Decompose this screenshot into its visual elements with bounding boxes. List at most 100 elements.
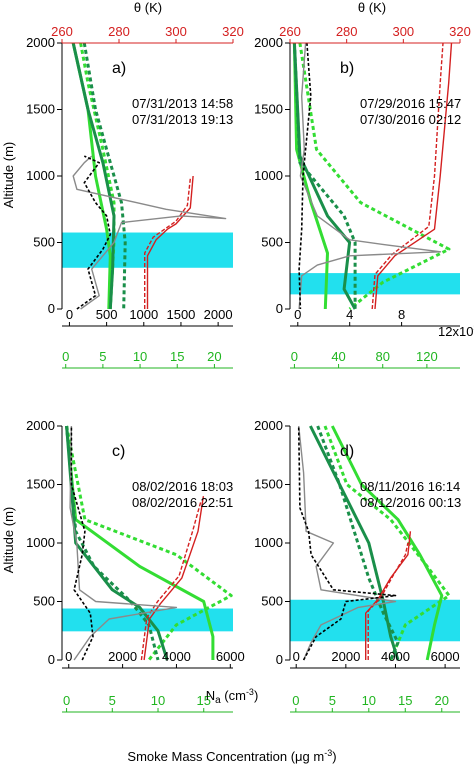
series-c-7-black-dashed	[70, 426, 94, 661]
altitude-tick-label-b-500: 500	[261, 235, 283, 250]
na-axis-title-sub: a	[215, 695, 221, 706]
smoke-tick-label-a-3: 15	[170, 349, 184, 364]
smoke-tick-label-d-2: 10	[362, 693, 376, 708]
smoke-tick-label-c-0: 0	[63, 693, 70, 708]
na-tick-label-c-2: 4000	[162, 649, 191, 664]
smoke-tick-label-b-2: 80	[375, 349, 389, 364]
smoke-axis-title-main: Smoke Mass Concentration (μg m	[127, 749, 324, 764]
altitude-tick-label-c-500: 500	[33, 594, 55, 609]
theta-tick-label-a-0: 260	[51, 24, 73, 39]
smoke-axis-title: Smoke Mass Concentration (μg m-3)	[127, 748, 336, 764]
altitude-tick-label-a-0: 0	[48, 301, 55, 316]
na-tick-label-a-2: 1000	[129, 307, 158, 322]
na-tick-label-a-1: 500	[96, 307, 118, 322]
theta-tick-label-a-3: 320	[222, 24, 244, 39]
altitude-tick-label-d-0: 0	[276, 652, 283, 667]
series-a-1-light-dotted	[79, 42, 116, 310]
series-c-6-gray-solid	[69, 425, 178, 661]
na-tick-label-c-1: 2000	[108, 649, 137, 664]
altitude-tick-label-a-1500: 1500	[26, 102, 55, 117]
altitude-tick-label-b-0: 0	[276, 301, 283, 316]
altitude-tick-label-a-2000: 2000	[26, 35, 55, 50]
na-tick-label-c-3: 6000	[216, 649, 245, 664]
smoke-tick-label-a-1: 5	[99, 349, 106, 364]
series-c-3-dark-dotted	[65, 425, 160, 661]
altitude-tick-label-a-1000: 1000	[26, 168, 55, 183]
series-d-4-red-solid	[365, 531, 412, 660]
altitude-tick-label-d-1000: 1000	[254, 535, 283, 550]
theta-tick-label-b-0: 260	[279, 24, 301, 39]
na-axis-title-unit: (cm	[221, 688, 246, 703]
altitude-tick-label-c-1000: 1000	[26, 535, 55, 550]
theta-tick-label-b-2: 300	[392, 24, 414, 39]
series-a-3-dark-dotted	[82, 42, 127, 310]
series-b-7-black-dashed	[298, 42, 312, 310]
series-d-5-red-dashed	[367, 542, 409, 660]
panel-b: 0 500 1000 1500 2000 b) 07/29/2016 15:4707/30/…	[254, 24, 474, 369]
smoke-tick-label-a-4: 20	[207, 349, 221, 364]
smoke-tick-label-c-3: 15	[197, 693, 211, 708]
na-tick-label-d-0: 0	[293, 649, 300, 664]
panel-label-a: a)	[112, 60, 126, 77]
series-d-3-dark-dotted	[316, 425, 400, 661]
altitude-tick-label-b-1000: 1000	[254, 168, 283, 183]
na-axis-title-close: )	[254, 688, 258, 703]
na-tick-label-d-3: 6000	[431, 649, 460, 664]
series-d-1-light-dotted	[323, 425, 451, 661]
na-axis-title: Na (cm-3)	[206, 687, 259, 706]
flight-time-b-1: 07/30/2016 02:12	[360, 112, 461, 127]
series-a-7-black-dashed	[76, 155, 112, 310]
series-b-4-red-solid	[374, 42, 453, 310]
smoke-tick-label-d-0: 0	[292, 693, 299, 708]
series-a-4-red-solid	[146, 175, 194, 309]
theta-tick-label-a-1: 280	[108, 24, 130, 39]
flight-time-d-0: 08/11/2016 16:14	[360, 479, 460, 494]
na-tick-label-c-0: 0	[65, 649, 72, 664]
na-tick-label-d-2: 4000	[381, 649, 410, 664]
series-c-5-red-dashed	[140, 501, 202, 661]
series-b-3-dark-dotted	[292, 42, 357, 309]
smoke-tick-label-c-2: 10	[151, 693, 165, 708]
flight-time-c-1: 08/02/2016 22:51	[132, 495, 233, 510]
na-axis-multiplier-b: 12x103	[438, 323, 474, 339]
na-tick-label-a-4: 2000	[204, 307, 233, 322]
altitude-tick-label-c-2000: 2000	[26, 418, 55, 433]
na-tick-label-d-1: 2000	[331, 649, 360, 664]
series-a-6-gray-solid	[72, 155, 227, 310]
smoke-tick-label-c-1: 5	[109, 693, 116, 708]
na-tick-label-a-0: 0	[66, 307, 73, 322]
theta-tick-label-b-1: 280	[336, 24, 358, 39]
theta-axis-title-b: θ (K)	[358, 0, 386, 15]
panel-label-d: d)	[340, 443, 354, 460]
altitude-tick-label-a-500: 500	[33, 235, 55, 250]
theta-tick-label-b-3: 320	[449, 24, 471, 39]
smoke-layer-band-c	[62, 608, 233, 632]
series-c-1-light-dotted	[65, 425, 233, 661]
smoke-tick-label-b-3: 120	[416, 349, 438, 364]
panel-a: 0 500 1000 1500 2000 a) 07/31/2013 14:5807/31/…	[26, 24, 244, 369]
na-tick-label-a-3: 1500	[166, 307, 195, 322]
na-axis-title-main: N	[206, 688, 215, 703]
na-tick-label-b-0: 0	[294, 307, 301, 322]
flight-time-b-0: 07/29/2016 15:47	[360, 96, 461, 111]
altitude-axis-title-bottom: Altitude (m)	[1, 507, 16, 573]
smoke-tick-label-b-1: 40	[331, 349, 345, 364]
theta-tick-label-a-2: 300	[165, 24, 187, 39]
series-b-6-gray-solid	[298, 42, 442, 310]
flight-time-a-0: 07/31/2013 14:58	[132, 96, 233, 111]
na-tick-label-b-2: 8	[398, 307, 405, 322]
panel-label-c: c)	[112, 443, 125, 460]
na-axis-title-exp: -3	[246, 687, 254, 697]
series-b-1-light-dotted	[298, 42, 451, 311]
flight-time-a-1: 07/31/2013 19:13	[132, 112, 233, 127]
smoke-tick-label-d-4: 20	[435, 693, 449, 708]
altitude-tick-label-b-2000: 2000	[254, 35, 283, 50]
altitude-tick-label-c-1500: 1500	[26, 477, 55, 492]
altitude-tick-label-b-1500: 1500	[254, 102, 283, 117]
altitude-tick-label-d-1500: 1500	[254, 477, 283, 492]
theta-axis-title-a: θ (K)	[134, 0, 162, 15]
series-a-5-red-dashed	[144, 178, 191, 309]
smoke-axis-title-exp: -3	[324, 748, 332, 758]
